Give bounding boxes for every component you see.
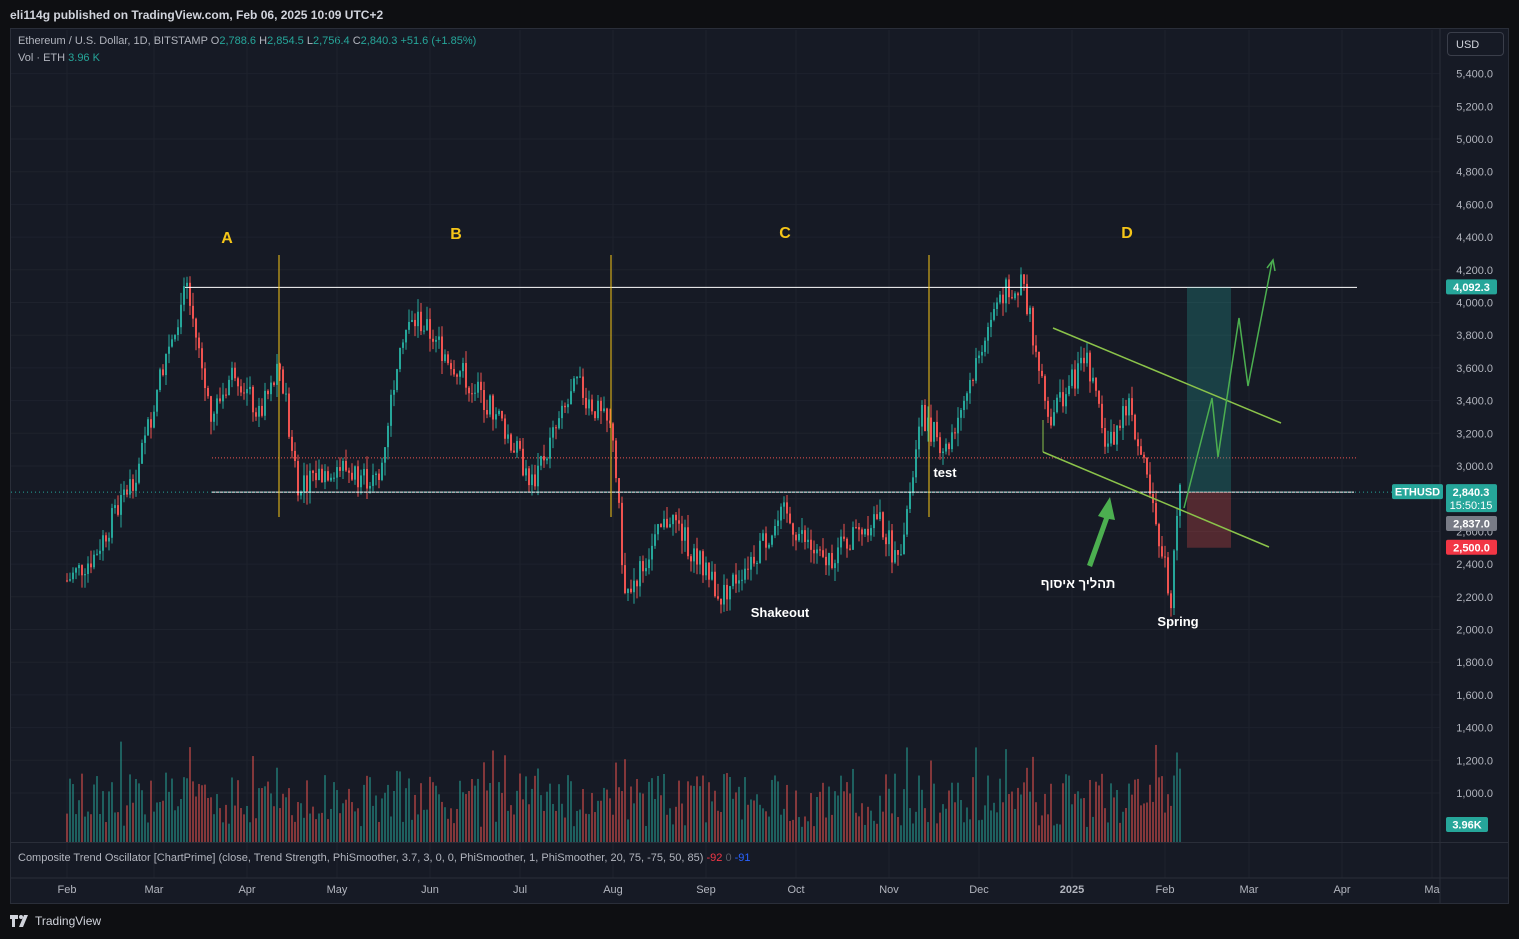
volume-value: 3.96 K xyxy=(68,52,100,64)
change-value: +51.6 (+1.85%) xyxy=(400,35,477,47)
low-value: 2,756.4 xyxy=(312,35,350,47)
oscillator-value-3: -91 xyxy=(734,852,751,864)
high-label: H xyxy=(259,35,268,47)
chart-frame[interactable] xyxy=(10,28,1509,904)
brand-name: TradingView xyxy=(35,914,102,928)
publish-info: eli114g published on TradingView.com, Fe… xyxy=(10,8,384,22)
close-label: C xyxy=(352,35,361,47)
volume-legend: Vol · ETH 3.96 K xyxy=(18,52,100,64)
open-label: O xyxy=(210,35,220,47)
tradingview-logo-icon xyxy=(10,915,28,927)
publish-bar: eli114g published on TradingView.com, Fe… xyxy=(0,0,1519,28)
tradingview-logo[interactable]: TradingView xyxy=(10,914,101,928)
oscillator-value-2: 0 xyxy=(725,852,732,864)
symbol-name[interactable]: Ethereum / U.S. Dollar, 1D, BITSTAMP xyxy=(18,35,208,47)
oscillator-value-1: -92 xyxy=(706,852,723,864)
pane-separator[interactable] xyxy=(11,842,1508,843)
oscillator-label[interactable]: Composite Trend Oscillator [ChartPrime] … xyxy=(18,852,704,864)
symbol-legend: Ethereum / U.S. Dollar, 1D, BITSTAMP O2,… xyxy=(18,35,476,47)
close-value: 2,840.3 xyxy=(360,35,398,47)
oscillator-legend: Composite Trend Oscillator [ChartPrime] … xyxy=(18,852,751,864)
low-label: L xyxy=(306,35,313,47)
currency-button[interactable]: USD xyxy=(1447,32,1504,56)
high-value: 2,854.5 xyxy=(267,35,304,47)
volume-label[interactable]: Vol · ETH xyxy=(18,52,66,64)
open-value: 2,788.6 xyxy=(219,35,257,47)
footer-bar xyxy=(0,904,1519,939)
